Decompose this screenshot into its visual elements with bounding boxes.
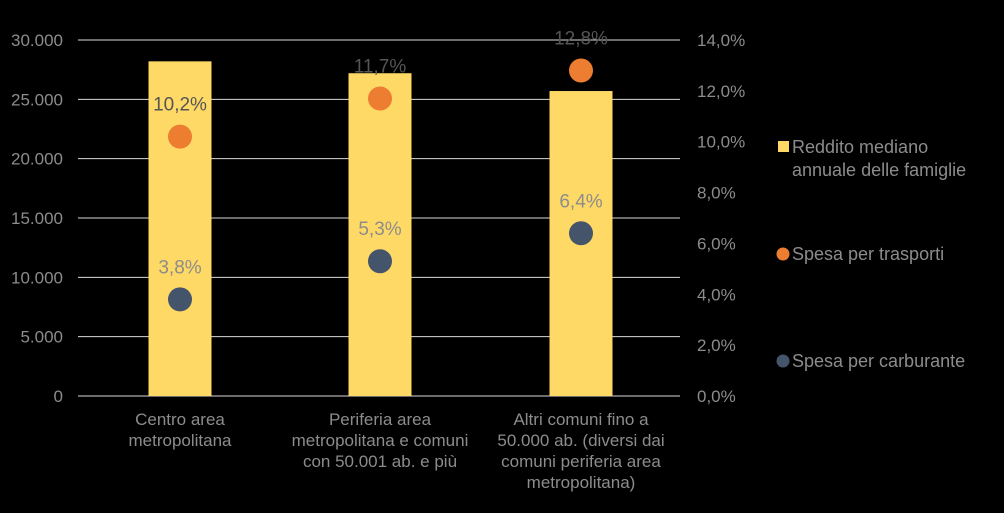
right-tick-label: 2,0%	[697, 336, 736, 355]
right-tick-label: 14,0%	[697, 31, 745, 50]
left-axis-ticks: 0 5.000 10.000 15.000 20.000 25.000 30.000	[11, 31, 63, 406]
legend-label: Spesa per trasporti	[792, 244, 944, 264]
legend: Reddito mediano annuale delle famiglie Spe…	[776, 137, 966, 371]
right-tick-label: 8,0%	[697, 184, 736, 203]
data-point	[368, 249, 392, 274]
category-labels: Centro area metropolitana Periferia area me…	[128, 410, 664, 492]
category-label: comuni periferia area	[501, 452, 661, 471]
legend-marker	[776, 354, 790, 368]
left-tick-label: 15.000	[11, 209, 63, 228]
data-labels: 10,2% 11,7% 12,8% 3,8% 5,3% 6,4%	[153, 29, 608, 279]
points	[168, 58, 593, 312]
data-point	[168, 287, 192, 312]
category-label: metropolitana e comuni	[292, 431, 469, 450]
category-label: con 50.001 ab. e più	[303, 452, 457, 471]
right-tick-label: 4,0%	[697, 285, 736, 304]
category-label: Periferia area	[329, 410, 432, 429]
legend-label: annuale delle famiglie	[792, 160, 966, 180]
legend-label: Reddito mediano	[792, 137, 928, 157]
category-label: 50.000 ab. (diversi dai	[497, 431, 664, 450]
right-axis-ticks: 0,0% 2,0% 4,0% 6,0% 8,0% 10,0% 12,0% 14,0%	[697, 31, 745, 406]
category-label: Centro area	[135, 410, 225, 429]
data-label: 3,8%	[158, 257, 201, 278]
category-label: Altri comuni fino a	[513, 410, 649, 429]
data-label: 11,7%	[354, 56, 407, 77]
category-label: metropolitana	[128, 431, 232, 450]
data-label: 5,3%	[358, 219, 401, 240]
left-tick-label: 25.000	[11, 90, 63, 109]
bar	[148, 61, 212, 397]
right-tick-label: 0,0%	[697, 387, 736, 406]
left-tick-label: 0	[54, 387, 63, 406]
bars	[148, 61, 613, 397]
data-point	[168, 124, 192, 149]
right-tick-label: 10,0%	[697, 133, 745, 152]
legend-label: Spesa per carburante	[792, 351, 965, 371]
bar	[348, 73, 412, 396]
data-point	[569, 58, 593, 83]
data-point	[569, 221, 593, 246]
data-label: 12,8%	[554, 29, 608, 50]
category-label: metropolitana)	[527, 473, 636, 492]
right-tick-label: 6,0%	[697, 234, 736, 253]
legend-marker	[776, 247, 790, 261]
legend-marker	[778, 141, 789, 152]
left-tick-label: 5.000	[20, 328, 63, 347]
data-point	[368, 86, 392, 111]
left-tick-label: 10.000	[11, 268, 63, 287]
data-label: 10,2%	[153, 95, 207, 116]
left-tick-label: 30.000	[11, 31, 63, 50]
right-tick-label: 12,0%	[697, 82, 745, 101]
data-label: 6,4%	[559, 191, 602, 212]
left-tick-label: 20.000	[11, 150, 63, 169]
